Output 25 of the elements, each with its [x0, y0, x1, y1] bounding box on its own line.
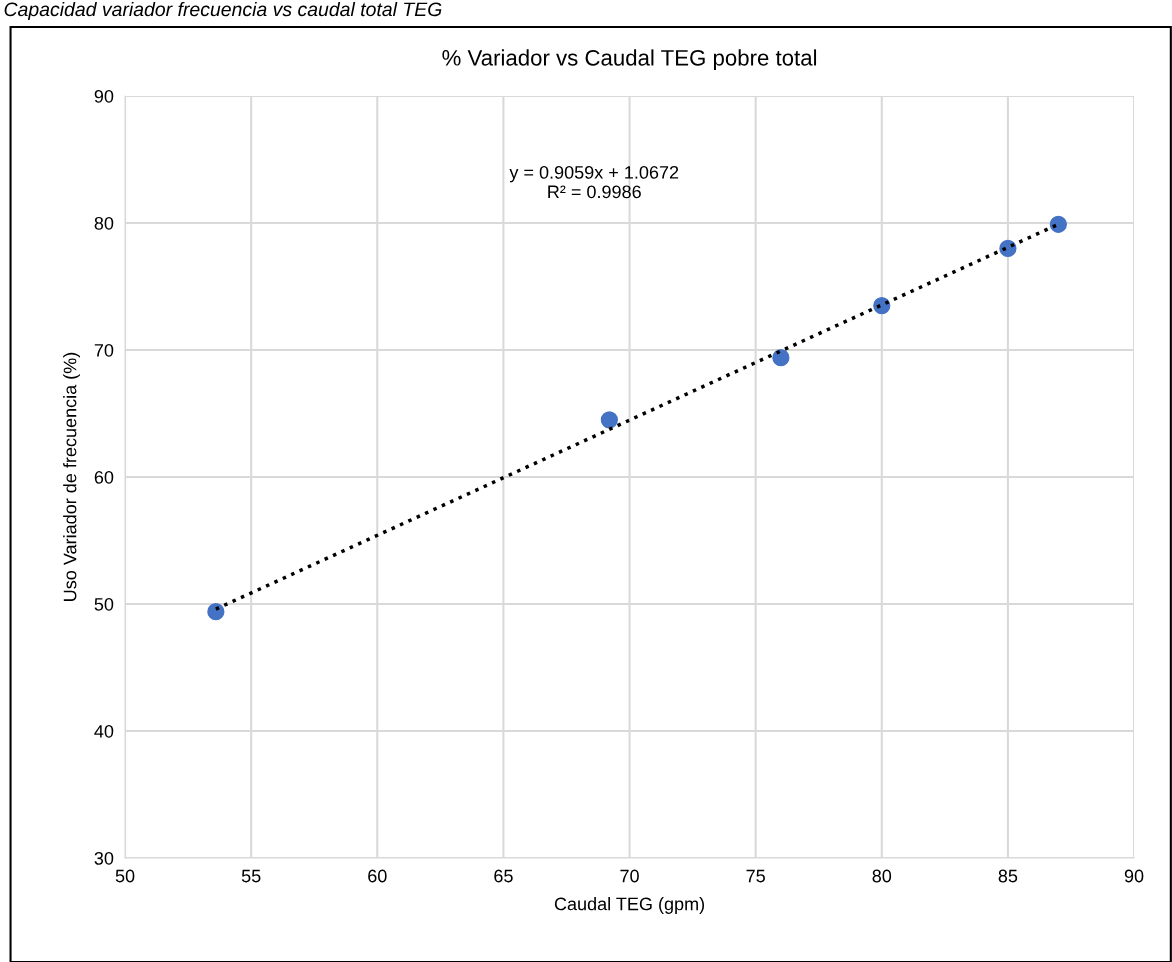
chart-title: % Variador vs Caudal TEG pobre total [442, 49, 817, 71]
y-tick-label: 90 [94, 89, 114, 103]
point [772, 349, 790, 367]
y-tick-label: 60 [94, 470, 114, 484]
y-tick-label: 70 [94, 343, 114, 357]
point [600, 411, 618, 429]
x-tick-label: 90 [1124, 869, 1144, 883]
x-tick-label: 55 [241, 869, 261, 883]
x-tick-label: 75 [746, 869, 765, 883]
y-tick-label: 30 [94, 851, 114, 865]
y-axis-title: Uso Variador de frecuencia (%) [63, 352, 80, 601]
annotation: y = 0.9059x + 1.0672 R² = 0.9986 [509, 165, 679, 199]
text: Capacidad variador frecuencia vs caudal total TEG [4, 1, 442, 21]
x-tick-label: 80 [872, 869, 892, 883]
point [207, 603, 225, 621]
x-tick-label: 65 [494, 869, 513, 883]
x-axis-title: Caudal TEG (gpm) [554, 897, 705, 914]
y-tick-label: 80 [94, 216, 114, 230]
point [1049, 215, 1067, 233]
y-tick-label: 50 [94, 597, 114, 611]
y-tick-label: 40 [94, 724, 114, 738]
x-tick-label: 85 [998, 869, 1018, 883]
x-tick-label: 60 [368, 869, 387, 883]
x-tick-label: 50 [115, 869, 135, 883]
x-tick-label: 70 [620, 869, 639, 883]
